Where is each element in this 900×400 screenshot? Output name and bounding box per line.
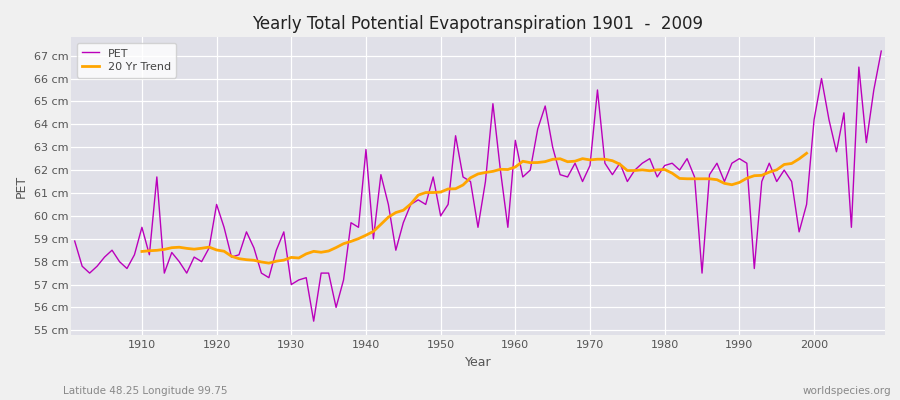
PET bbox=[129, 252, 140, 257]
Text: worldspecies.org: worldspecies.org bbox=[803, 386, 891, 396]
20 Yr Trend bbox=[607, 158, 617, 163]
20 Yr Trend bbox=[801, 151, 812, 156]
20 Yr Trend bbox=[712, 177, 723, 182]
Y-axis label: PET: PET bbox=[15, 174, 28, 198]
20 Yr Trend bbox=[137, 249, 148, 254]
PET bbox=[69, 239, 80, 244]
PET bbox=[876, 49, 886, 54]
Text: Latitude 48.25 Longitude 99.75: Latitude 48.25 Longitude 99.75 bbox=[63, 386, 228, 396]
20 Yr Trend bbox=[778, 162, 789, 167]
PET bbox=[309, 319, 320, 324]
Title: Yearly Total Potential Evapotranspiration 1901  -  2009: Yearly Total Potential Evapotranspiratio… bbox=[253, 15, 704, 33]
20 Yr Trend bbox=[697, 176, 707, 181]
PET bbox=[607, 172, 617, 177]
Legend: PET, 20 Yr Trend: PET, 20 Yr Trend bbox=[76, 43, 176, 78]
Line: 20 Yr Trend: 20 Yr Trend bbox=[142, 153, 806, 263]
20 Yr Trend bbox=[226, 254, 237, 259]
PET bbox=[510, 138, 521, 143]
20 Yr Trend bbox=[346, 239, 356, 244]
Line: PET: PET bbox=[75, 51, 881, 321]
20 Yr Trend bbox=[264, 261, 274, 266]
PET bbox=[518, 174, 528, 179]
PET bbox=[346, 220, 356, 225]
PET bbox=[293, 278, 304, 282]
X-axis label: Year: Year bbox=[464, 356, 491, 369]
